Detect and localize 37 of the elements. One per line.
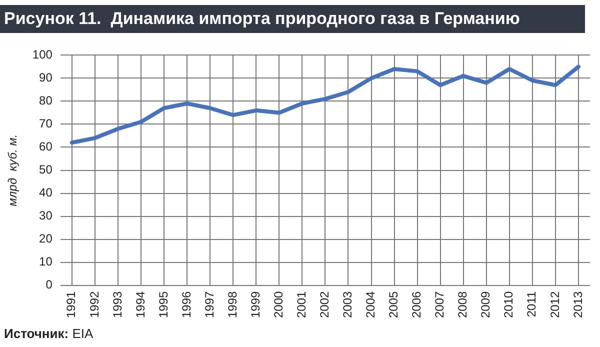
- x-tick-label: 1994: [133, 290, 148, 318]
- x-tick-label: 2006: [410, 290, 424, 318]
- x-tick-label: 1996: [179, 290, 194, 318]
- x-tick-label: 2008: [456, 290, 470, 318]
- x-tick-label: 2013: [570, 290, 585, 318]
- x-tick-label: 1999: [248, 290, 262, 318]
- y-tick-label: 20: [39, 232, 53, 246]
- x-tick-label: 2009: [478, 290, 493, 318]
- x-tick-label: 2011: [524, 290, 539, 318]
- y-tick-label: 50: [39, 162, 53, 177]
- y-tick-label: 90: [39, 70, 53, 85]
- x-tick-label: 2002: [318, 290, 332, 318]
- y-tick-label: 60: [39, 140, 53, 154]
- x-tick-label: 1993: [110, 290, 124, 318]
- y-tick-label: 10: [39, 254, 53, 269]
- x-tick-label: 2000: [271, 290, 286, 318]
- y-tick-label: 100: [32, 48, 53, 62]
- y-tick-label: 40: [39, 186, 53, 200]
- y-tick-label: 70: [39, 116, 53, 131]
- x-tick-label: 2001: [294, 290, 308, 318]
- x-tick-label: 1992: [87, 290, 102, 318]
- y-tick-label: 30: [39, 208, 53, 223]
- y-tick-label: 80: [39, 94, 53, 108]
- text: Источник: EIA: [4, 326, 94, 341]
- x-tick-label: 1991: [64, 290, 78, 318]
- y-axis-title: млрд куб. м.: [6, 134, 20, 206]
- x-tick-label: 1997: [202, 290, 216, 318]
- x-tick-label: 2003: [340, 290, 355, 318]
- x-tick-label: 1995: [156, 290, 170, 318]
- y-tick-label: 0: [46, 278, 53, 292]
- x-tick-label: 2012: [548, 290, 562, 318]
- x-tick-label: 2007: [432, 290, 447, 318]
- x-tick-label: 2005: [386, 290, 401, 318]
- x-tick-label: 2004: [364, 290, 378, 318]
- x-tick-label: 1998: [225, 290, 240, 318]
- chart-title: Рисунок 11. Динамика импорта природного газа в Германию: [0, 5, 585, 33]
- x-tick-label: 2010: [502, 290, 516, 318]
